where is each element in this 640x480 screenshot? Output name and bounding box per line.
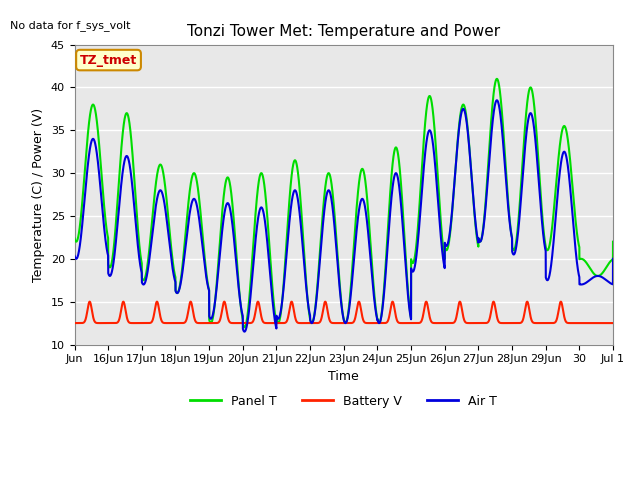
Line: Battery V: Battery V: [74, 301, 613, 323]
Y-axis label: Temperature (C) / Power (V): Temperature (C) / Power (V): [32, 108, 45, 282]
Battery V: [470, 320, 477, 326]
Panel T: [70, 235, 78, 241]
Text: TZ_tmet: TZ_tmet: [80, 54, 137, 67]
Battery V: [609, 320, 617, 326]
Panel T: [389, 156, 397, 161]
Air T: [266, 264, 273, 270]
Air T: [499, 134, 506, 140]
Battery V: [413, 320, 420, 326]
Battery V: [172, 320, 179, 326]
Panel T: [266, 245, 273, 251]
Panel T: [98, 172, 106, 178]
Battery V: [98, 320, 106, 326]
X-axis label: Time: Time: [328, 370, 359, 383]
Panel T: [413, 239, 420, 244]
Air T: [470, 201, 477, 207]
Battery V: [86, 299, 93, 304]
Air T: [413, 251, 420, 256]
Panel T: [470, 203, 477, 209]
Air T: [389, 180, 397, 185]
Battery V: [70, 320, 78, 326]
Panel T: [499, 118, 506, 124]
Battery V: [499, 320, 506, 326]
Air T: [98, 197, 106, 203]
Legend: Panel T, Battery V, Air T: Panel T, Battery V, Air T: [185, 390, 502, 413]
Air T: [70, 253, 78, 259]
Air T: [493, 97, 500, 103]
Air T: [609, 256, 617, 262]
Text: No data for f_sys_volt: No data for f_sys_volt: [10, 21, 131, 32]
Panel T: [609, 239, 617, 244]
Panel T: [241, 324, 248, 330]
Battery V: [389, 300, 397, 306]
Line: Panel T: Panel T: [74, 79, 613, 327]
Title: Tonzi Tower Met: Temperature and Power: Tonzi Tower Met: Temperature and Power: [187, 24, 500, 39]
Battery V: [266, 320, 273, 326]
Air T: [241, 329, 248, 335]
Panel T: [493, 76, 500, 82]
Line: Air T: Air T: [74, 100, 613, 332]
